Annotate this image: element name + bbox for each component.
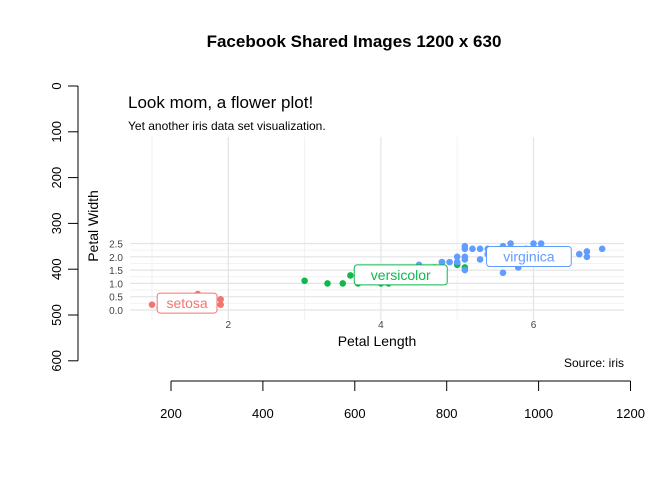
virginica-point [507, 240, 514, 247]
virginica-point [453, 258, 461, 266]
y-tick-label: 1.5 [109, 266, 123, 277]
x-tick-label: 4 [378, 320, 384, 331]
virginica-label: virginica [503, 249, 555, 265]
x-tick-label: 2 [226, 320, 232, 331]
x-tick-labels: 2 4 6 [226, 320, 537, 331]
virginica-point [476, 256, 484, 263]
versicolor-point [301, 277, 308, 285]
y-tick-label: 1.0 [109, 279, 123, 290]
virginica-point [476, 245, 484, 253]
setosa-point [217, 301, 224, 308]
versicolor-label: versicolor [371, 267, 431, 283]
virginica-point [453, 253, 461, 261]
setosa-point [148, 301, 156, 308]
outer-bottom-tick-label: 200 [160, 406, 182, 421]
outer-bottom-tick-label: 400 [252, 406, 274, 421]
y-axis-title: Petal Width [85, 190, 101, 262]
virginica-point [499, 269, 507, 277]
setosa-label: setosa [166, 295, 207, 311]
outer-bottom-tick-label: 1000 [524, 406, 553, 421]
versicolor-point [324, 280, 331, 287]
chart-subtitle: Yet another iris data set visualization. [128, 119, 326, 133]
outer-left-tick-label: 0 [49, 82, 64, 89]
outer-left-axis: 0 100 200 300 400 500 600 [49, 82, 79, 372]
plot-grid [130, 137, 624, 320]
virginica-point [438, 258, 446, 266]
versicolor-point [339, 280, 347, 287]
y-tick-label: 2.5 [109, 240, 123, 251]
outer-left-tick-label: 300 [49, 213, 64, 235]
virginica-point [461, 266, 469, 274]
y-tick-label: 2.0 [109, 253, 123, 264]
outer-bottom-tick-label: 600 [344, 406, 366, 421]
setosa-point [217, 296, 224, 303]
y-tick-label: 0.0 [109, 306, 123, 317]
virginica-point [461, 242, 469, 250]
chart-title: Look mom, a flower plot! [128, 93, 313, 112]
y-tick-labels: 0.0 0.5 1.0 1.5 2.0 2.5 [109, 240, 123, 318]
outer-left-tick-label: 500 [49, 304, 64, 326]
outer-left-tick-label: 100 [49, 121, 64, 143]
versicolor-label-box [353, 264, 448, 286]
virginica-point [446, 258, 453, 266]
virginica-point [583, 248, 591, 255]
outer-left-tick-label: 200 [49, 167, 64, 189]
virginica-label-box [486, 246, 572, 268]
x-axis-title: Petal Length [338, 333, 417, 349]
y-tick-label: 0.5 [109, 293, 123, 304]
outer-left-tick-label: 600 [49, 350, 64, 372]
virginica-point [461, 253, 469, 261]
page-title: Facebook Shared Images 1200 x 630 [207, 32, 502, 51]
virginica-point [583, 253, 591, 261]
outer-bottom-tick-label: 800 [436, 406, 458, 421]
outer-bottom-tick-label: 1200 [616, 406, 645, 421]
series-labels: setosa versicolor virginica [156, 246, 572, 314]
outer-left-tick-label: 400 [49, 258, 64, 280]
versicolor-point [347, 272, 354, 279]
virginica-point [598, 245, 606, 253]
source-caption: Source: iris [564, 356, 624, 370]
outer-bottom-axis: 200 400 600 800 1000 1200 [160, 380, 645, 421]
virginica-point [537, 240, 545, 247]
virginica-point [530, 240, 537, 247]
x-tick-label: 6 [531, 320, 537, 331]
virginica-point [575, 250, 583, 258]
virginica-point [469, 245, 476, 253]
setosa-label-box [156, 292, 218, 314]
